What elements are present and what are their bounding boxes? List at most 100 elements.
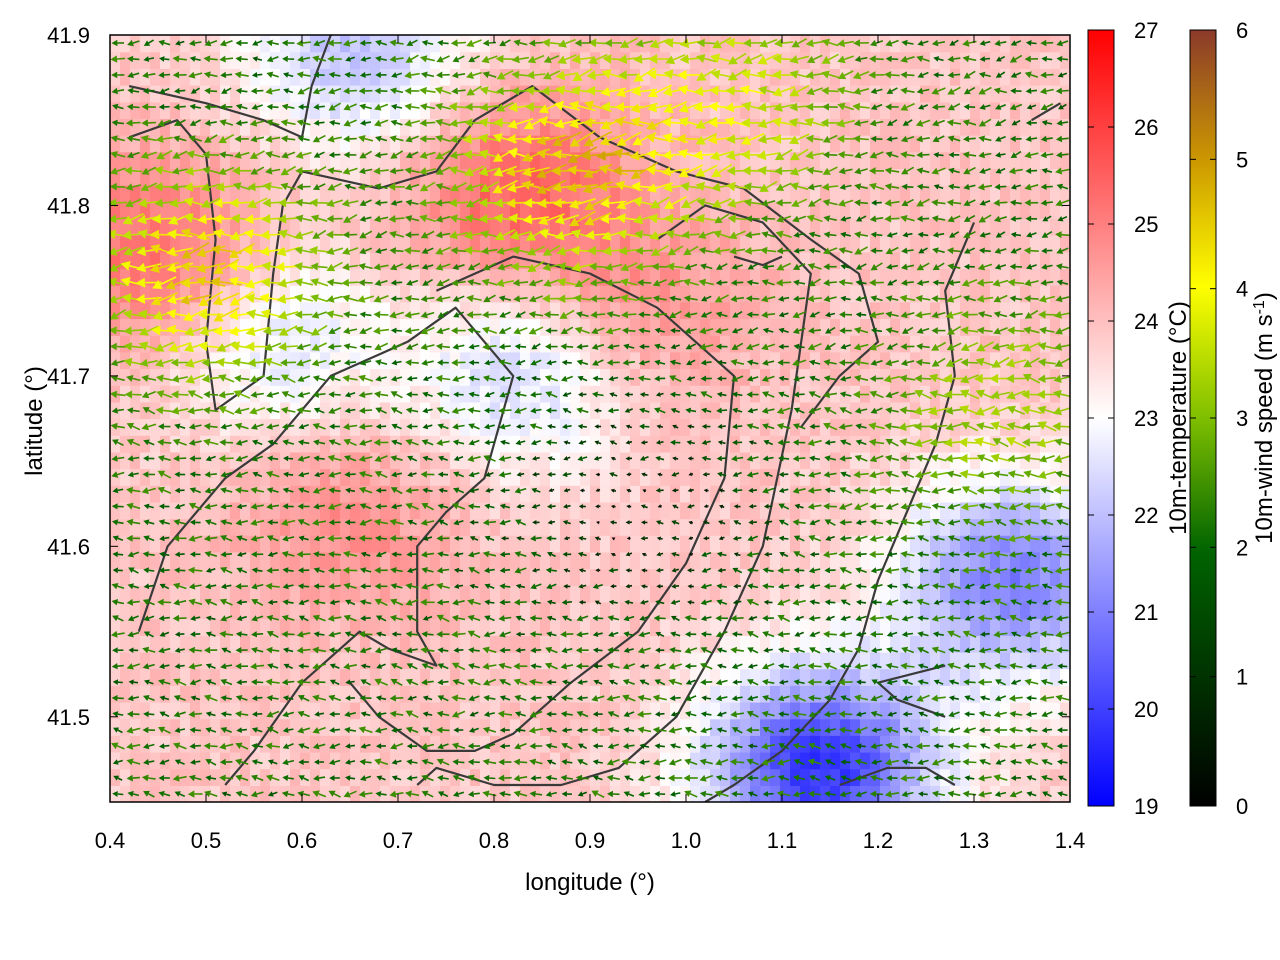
heatmap-cell bbox=[160, 351, 171, 370]
heatmap-cell bbox=[140, 135, 151, 153]
heatmap-cell bbox=[260, 752, 271, 770]
heatmap-cell bbox=[770, 351, 781, 370]
heatmap-cell bbox=[990, 668, 1001, 686]
heatmap-cell bbox=[510, 335, 521, 353]
heatmap-cell bbox=[900, 201, 911, 219]
heatmap-cell bbox=[450, 635, 461, 653]
heatmap-cell bbox=[770, 618, 781, 636]
heatmap-cell bbox=[670, 752, 681, 770]
heatmap-cell bbox=[950, 118, 961, 136]
heatmap-cell bbox=[890, 218, 901, 236]
heatmap-cell bbox=[640, 485, 651, 503]
heatmap-cell bbox=[510, 418, 521, 436]
wind-vector bbox=[159, 551, 170, 558]
wind-vector bbox=[173, 135, 187, 143]
heatmap-cell bbox=[640, 535, 651, 553]
heatmap-cell bbox=[570, 718, 581, 736]
heatmap-cell bbox=[640, 668, 651, 686]
heatmap-cell bbox=[550, 768, 561, 786]
heatmap-cell bbox=[150, 151, 161, 169]
heatmap-cell bbox=[110, 568, 121, 586]
heatmap-cell bbox=[170, 35, 181, 53]
heatmap-cell bbox=[970, 268, 981, 286]
heatmap-cell bbox=[760, 585, 771, 603]
wind-vector bbox=[166, 246, 194, 257]
heatmap-cell bbox=[960, 685, 971, 703]
heatmap-cell bbox=[630, 735, 641, 753]
heatmap-cell bbox=[780, 651, 791, 670]
heatmap-cell bbox=[840, 301, 851, 320]
heatmap-cell bbox=[540, 485, 551, 503]
heatmap-cell bbox=[1000, 468, 1011, 486]
heatmap-cell bbox=[170, 435, 181, 453]
heatmap-cell bbox=[180, 185, 191, 203]
wind-vector bbox=[143, 439, 155, 446]
heatmap-cell bbox=[270, 185, 281, 203]
heatmap-cell bbox=[200, 702, 211, 720]
heatmap-cell bbox=[540, 768, 551, 786]
heatmap-cell bbox=[200, 601, 211, 620]
heatmap-cell bbox=[440, 551, 451, 570]
heatmap-cell bbox=[880, 285, 891, 303]
heatmap-cell bbox=[770, 752, 781, 770]
heatmap-cell bbox=[1000, 285, 1011, 303]
heatmap-cell bbox=[510, 168, 521, 186]
heatmap-cell bbox=[190, 318, 201, 336]
wind-vector bbox=[112, 487, 124, 494]
heatmap-cell bbox=[720, 301, 731, 320]
heatmap-cell bbox=[510, 501, 521, 520]
wind-vector bbox=[158, 615, 170, 622]
heatmap-cell bbox=[650, 151, 661, 169]
heatmap-cell bbox=[550, 351, 561, 370]
heatmap-cell bbox=[470, 618, 481, 636]
heatmap-cell bbox=[200, 551, 211, 570]
wind-vector bbox=[110, 167, 126, 175]
heatmap-cell bbox=[1050, 135, 1061, 153]
heatmap-cell bbox=[510, 218, 521, 236]
heatmap-cell bbox=[380, 618, 391, 636]
heatmap-cell bbox=[140, 485, 151, 503]
heatmap-cell bbox=[840, 318, 851, 336]
heatmap-cell bbox=[270, 118, 281, 136]
heatmap-cell bbox=[950, 601, 961, 620]
heatmap-cell bbox=[400, 418, 411, 436]
heatmap-cell bbox=[680, 585, 691, 603]
heatmap-cell bbox=[1010, 235, 1021, 253]
wind-vectors bbox=[110, 37, 1070, 799]
heatmap-cell bbox=[670, 585, 681, 603]
heatmap-cell bbox=[280, 685, 291, 703]
heatmap-cell bbox=[420, 335, 431, 353]
heatmap-cell bbox=[970, 718, 981, 736]
heatmap-cell bbox=[900, 268, 911, 286]
heatmap-cell bbox=[570, 35, 581, 53]
heatmap-cell bbox=[240, 318, 251, 336]
heatmap-cell bbox=[470, 135, 481, 153]
heatmap-cell bbox=[250, 668, 261, 686]
heatmap-cell bbox=[120, 335, 131, 353]
heatmap-cell bbox=[310, 318, 321, 336]
heatmap-cell bbox=[260, 651, 271, 670]
heatmap-cell bbox=[360, 685, 371, 703]
heatmap-cell bbox=[620, 568, 631, 586]
heatmap-cell bbox=[430, 685, 441, 703]
heatmap-cell bbox=[160, 685, 171, 703]
heatmap-cell bbox=[150, 785, 161, 802]
heatmap-cell bbox=[970, 735, 981, 753]
heatmap-cell bbox=[940, 702, 951, 720]
heatmap-cell bbox=[480, 135, 491, 153]
heatmap-cell bbox=[950, 251, 961, 270]
heatmap-cell bbox=[560, 568, 571, 586]
heatmap-cell bbox=[1010, 185, 1021, 203]
heatmap-cell bbox=[200, 568, 211, 586]
heatmap-cell bbox=[150, 301, 161, 320]
heatmap-cell bbox=[750, 601, 761, 620]
heatmap-cell bbox=[820, 85, 831, 103]
heatmap-cell bbox=[1020, 68, 1031, 86]
heatmap-cell bbox=[850, 201, 861, 219]
heatmap-cell bbox=[1040, 185, 1051, 203]
heatmap-cell bbox=[640, 318, 651, 336]
heatmap-cell bbox=[450, 435, 461, 453]
heatmap-cell bbox=[420, 451, 431, 470]
heatmap-cell bbox=[640, 651, 651, 670]
